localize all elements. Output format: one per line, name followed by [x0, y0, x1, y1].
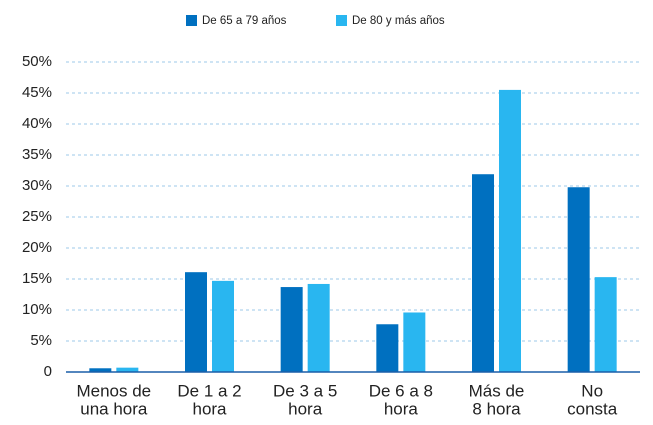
legend-swatch — [336, 15, 347, 26]
bar — [89, 368, 112, 372]
bar — [185, 272, 207, 372]
legend-swatch — [186, 15, 197, 26]
x-tick-label: Más de — [469, 381, 525, 400]
x-tick-label: De 1 a 2 — [177, 381, 241, 400]
x-tick-label: hora — [192, 399, 227, 418]
legend-label: De 80 y más años — [352, 15, 445, 27]
bar — [116, 367, 139, 372]
bar — [212, 280, 234, 372]
x-tick-label: hora — [288, 399, 323, 418]
bar — [403, 312, 426, 372]
y-tick-label: 50% — [22, 53, 52, 70]
bar — [376, 324, 399, 372]
bar — [499, 89, 521, 373]
bar — [307, 283, 330, 372]
y-tick-label: 35% — [22, 146, 52, 163]
x-tick-label: Menos de — [76, 381, 151, 400]
y-tick-label: 45% — [22, 84, 52, 101]
y-tick-label: 15% — [22, 270, 52, 287]
x-tick-label: consta — [567, 399, 618, 418]
y-tick-label: 25% — [22, 208, 52, 225]
y-tick-label: 10% — [22, 301, 52, 318]
x-tick-label: No — [581, 381, 603, 400]
x-tick-label: una hora — [80, 399, 148, 418]
bar — [594, 277, 617, 372]
y-tick-label: 40% — [22, 115, 52, 132]
x-tick-label: De 6 a 8 — [369, 381, 433, 400]
y-tick-label: 0 — [44, 363, 52, 380]
bar — [567, 187, 590, 372]
y-tick-label: 5% — [30, 332, 52, 349]
x-tick-label: De 3 a 5 — [273, 381, 337, 400]
bar — [472, 174, 494, 372]
legend-label: De 65 a 79 años — [202, 15, 287, 27]
y-tick-label: 30% — [22, 177, 52, 194]
x-tick-label: 8 hora — [472, 399, 521, 418]
bar — [280, 287, 303, 372]
x-tick-label: hora — [384, 399, 419, 418]
y-tick-label: 20% — [22, 239, 52, 256]
